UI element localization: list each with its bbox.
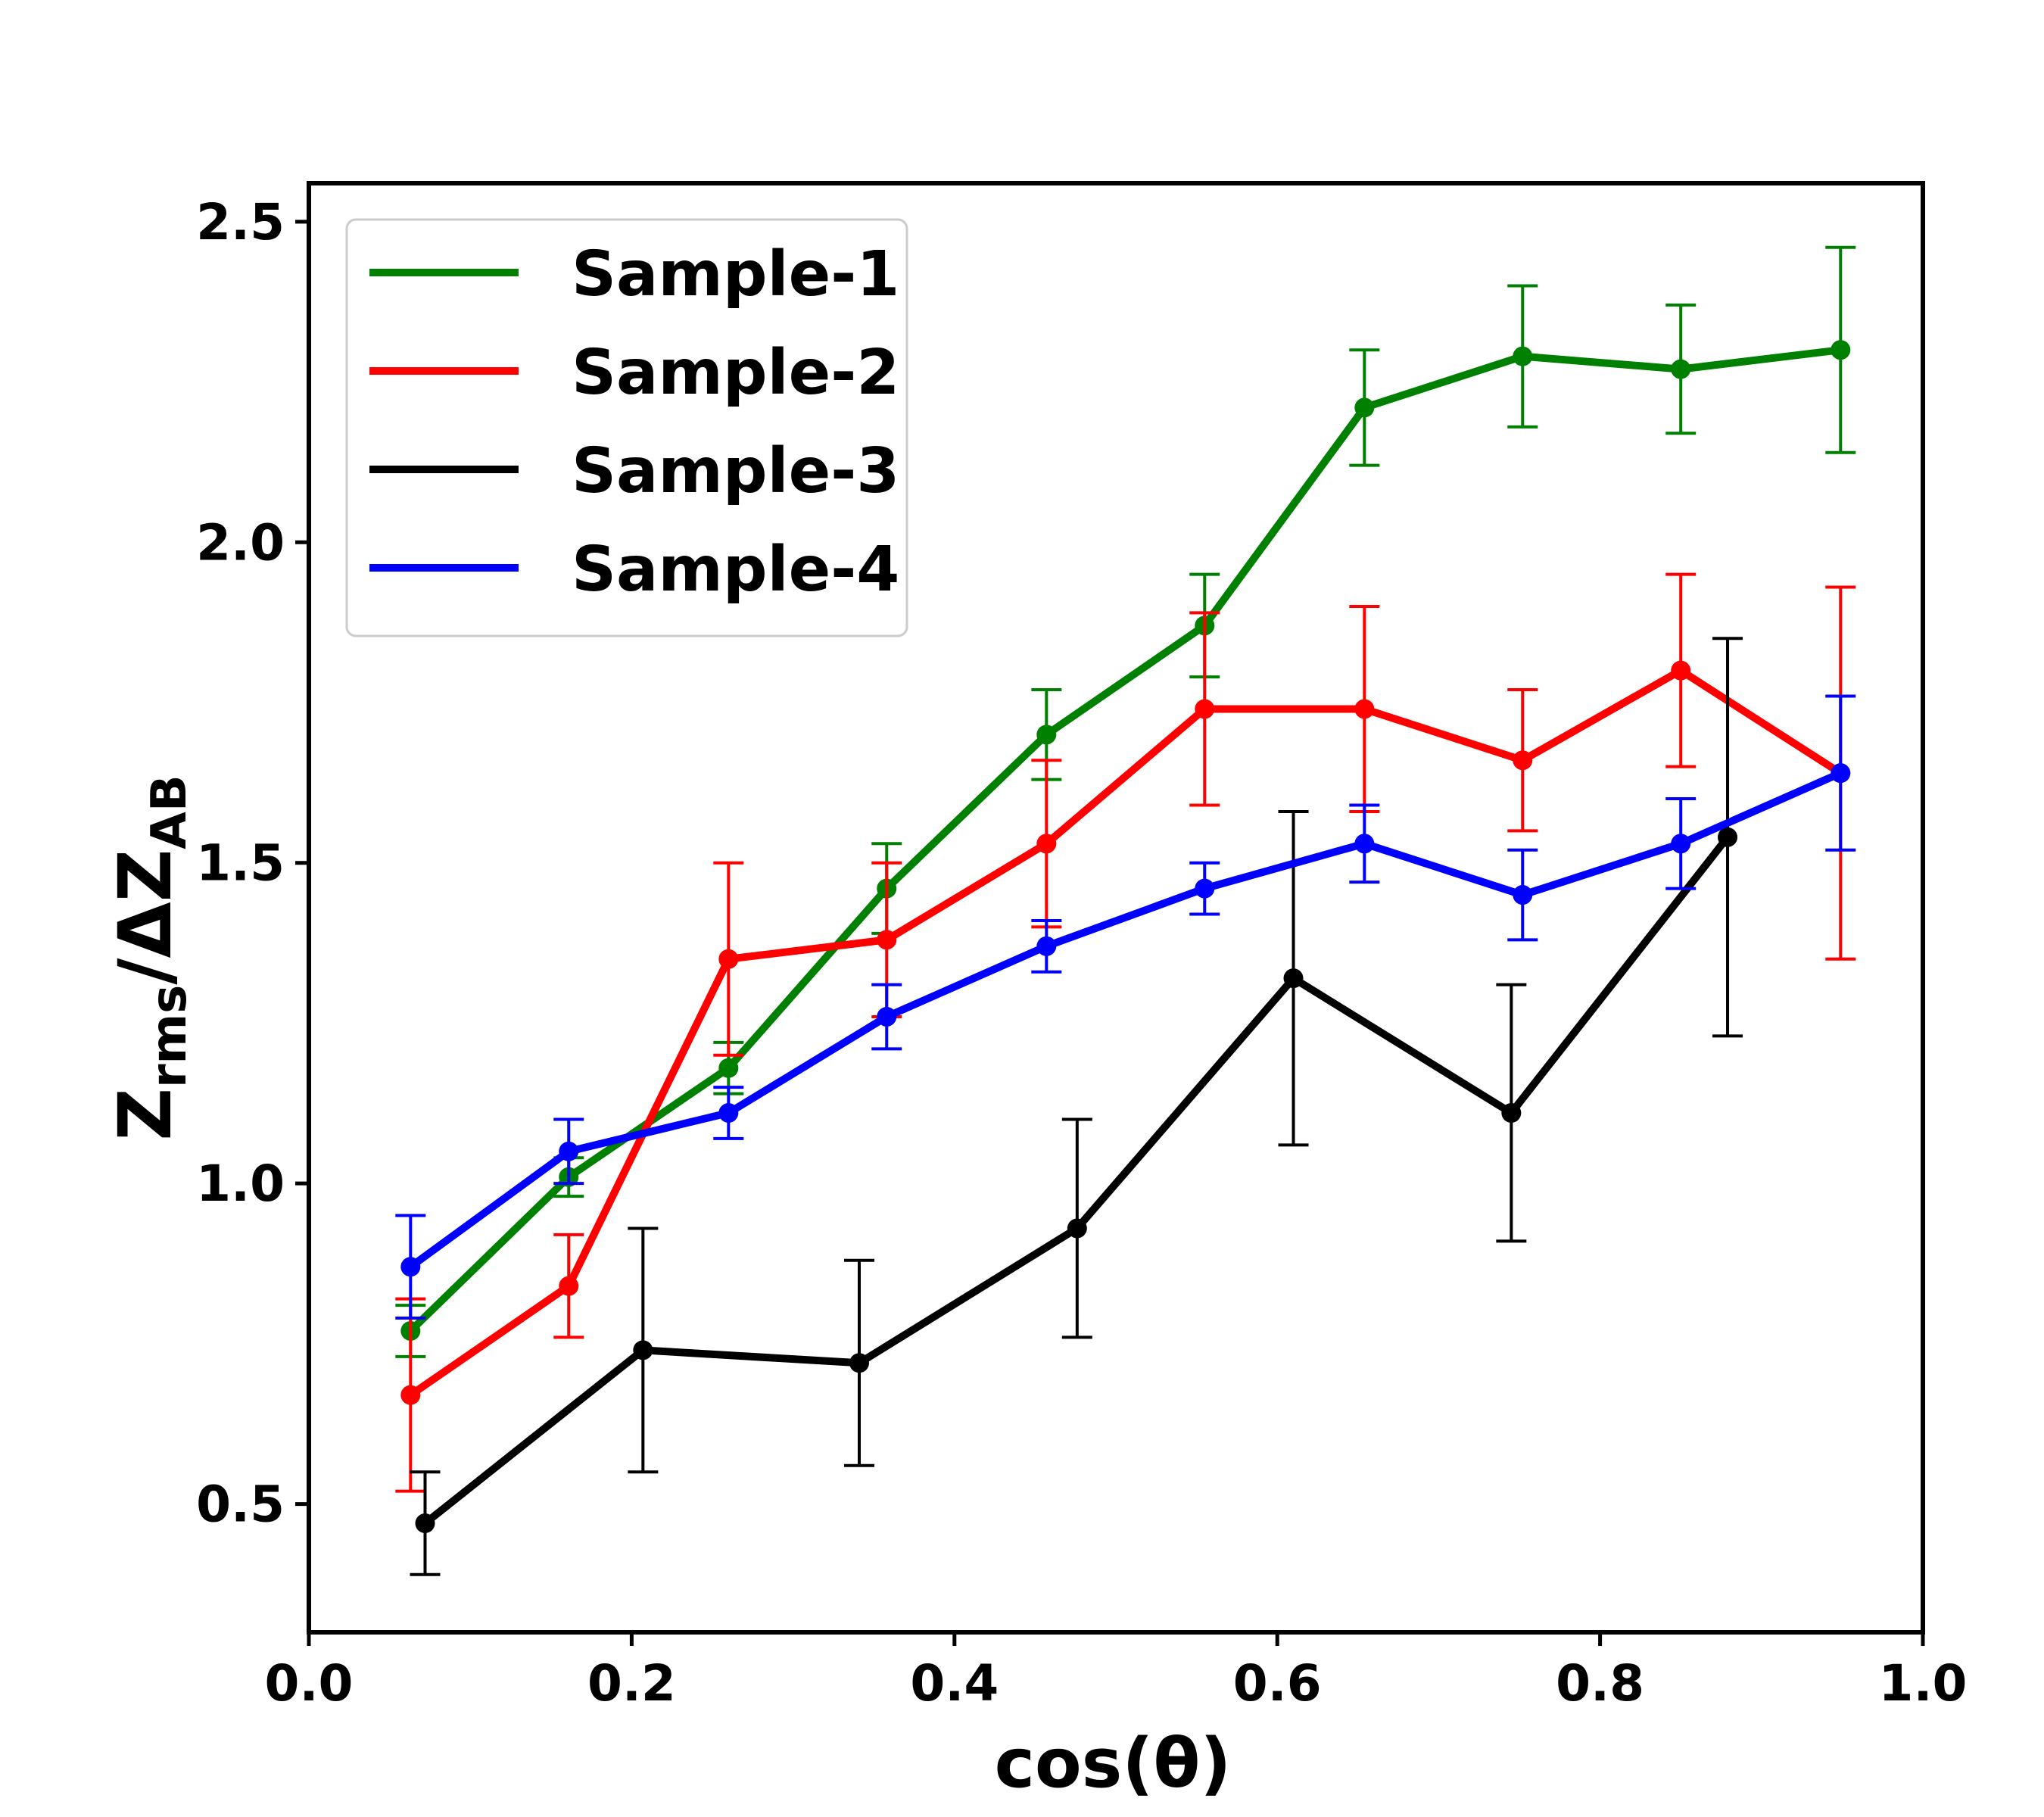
- axis-ticks: 0.0 0.2 0.4 0.6 0.8 1.0 0.5 1.0 1.5 2.0 2.5: [196, 193, 1967, 1713]
- data-point: [1513, 885, 1533, 905]
- data-point: [1195, 878, 1215, 899]
- series-3: [410, 637, 1743, 1576]
- data-point: [1067, 1218, 1087, 1239]
- data-point: [1036, 834, 1057, 854]
- data-point: [718, 1103, 739, 1124]
- y-tick-label: 1.0: [196, 1155, 285, 1213]
- legend-label: Sample-2: [572, 337, 899, 409]
- y-tick-label: 1.5: [196, 834, 285, 893]
- data-point: [400, 1385, 421, 1405]
- data-point: [1671, 660, 1691, 681]
- data-point: [1831, 763, 1851, 784]
- legend-label: Sample-4: [572, 534, 899, 606]
- legend-label: Sample-1: [572, 238, 899, 310]
- data-point: [1283, 968, 1304, 989]
- y-axis-label-sub2: AB: [142, 774, 198, 849]
- data-point: [849, 1353, 870, 1373]
- data-point: [415, 1513, 435, 1534]
- data-point: [1513, 750, 1533, 771]
- legend-label: Sample-3: [572, 435, 899, 507]
- series-line: [408, 666, 1843, 1398]
- data-point: [400, 1257, 421, 1277]
- data-point: [1501, 1103, 1522, 1124]
- data-point: [718, 949, 739, 969]
- data-point: [877, 930, 897, 950]
- series-2: [395, 572, 1856, 1493]
- x-tick-label: 0.4: [910, 1654, 999, 1713]
- y-axis-label: Zrms/ΔZAB: [103, 774, 198, 1140]
- series-4: [395, 694, 1856, 1320]
- data-point: [559, 1276, 579, 1296]
- y-tick-label: 2.0: [196, 513, 285, 572]
- data-point: [718, 1058, 739, 1078]
- y-axis-label-main: Z: [103, 1088, 188, 1141]
- data-point: [1354, 834, 1375, 854]
- x-tick-label: 0.6: [1233, 1654, 1322, 1713]
- data-point: [1718, 827, 1738, 847]
- data-point: [1671, 834, 1691, 854]
- legend-box: [345, 218, 908, 637]
- y-tick-label: 0.5: [196, 1476, 285, 1534]
- x-tick-label: 0.8: [1556, 1654, 1644, 1713]
- plot-marks: [395, 245, 1856, 1576]
- plot-frame: [307, 181, 1925, 1635]
- data-point: [1831, 340, 1851, 360]
- data-point: [877, 1006, 897, 1027]
- x-tick-label: 1.0: [1879, 1654, 1968, 1713]
- data-point: [1354, 699, 1375, 719]
- y-axis-label-sep: /ΔZ: [103, 849, 188, 985]
- y-axis-label-sub: rms: [142, 985, 198, 1088]
- data-point: [1195, 699, 1215, 719]
- y-tick-label: 2.5: [196, 193, 285, 251]
- legend: Sample-1 Sample-2 Sample-3 Sample-4: [345, 218, 908, 637]
- series-line: [408, 769, 1843, 1270]
- x-tick-label: 0.0: [265, 1654, 354, 1713]
- x-tick-label: 0.2: [587, 1654, 676, 1713]
- data-point: [1036, 725, 1057, 745]
- data-point: [1513, 346, 1533, 366]
- data-point: [559, 1141, 579, 1161]
- data-point: [1354, 397, 1375, 418]
- data-point: [1036, 936, 1057, 956]
- x-axis-label: cos(θ): [995, 1724, 1232, 1803]
- data-point: [1671, 359, 1691, 379]
- data-point: [633, 1340, 653, 1360]
